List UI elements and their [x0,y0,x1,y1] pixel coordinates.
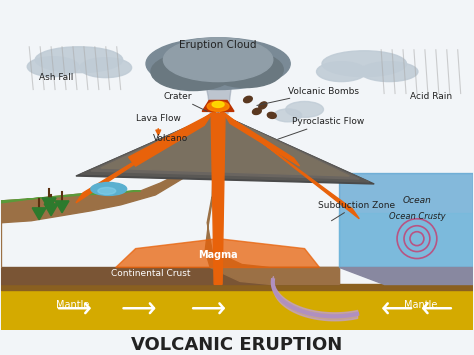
Text: Lava Flow: Lava Flow [136,114,181,135]
Ellipse shape [259,102,267,109]
Polygon shape [91,113,359,179]
Polygon shape [42,198,56,210]
Ellipse shape [91,182,127,195]
Polygon shape [1,267,339,284]
Text: Mantle: Mantle [404,300,438,310]
Polygon shape [81,113,369,182]
Polygon shape [76,113,374,184]
Polygon shape [339,267,473,284]
Polygon shape [128,111,216,166]
Ellipse shape [267,112,276,119]
Text: Pyroclastic Flow: Pyroclastic Flow [278,118,364,139]
Ellipse shape [207,102,229,111]
Ellipse shape [178,41,238,71]
Text: Subduction Zone: Subduction Zone [318,201,395,221]
Ellipse shape [274,109,301,122]
Bar [339,213,473,267]
Text: Ash Fall: Ash Fall [39,72,73,82]
Ellipse shape [146,38,290,89]
Polygon shape [203,64,232,113]
Ellipse shape [253,108,261,115]
Text: VOLCANIC ERUPTION: VOLCANIC ERUPTION [131,336,343,354]
Polygon shape [202,100,234,111]
Polygon shape [211,113,225,284]
Polygon shape [116,239,319,267]
Ellipse shape [27,57,79,77]
Text: Eruption Cloud: Eruption Cloud [179,40,257,50]
Ellipse shape [360,62,418,82]
Ellipse shape [151,53,236,91]
Polygon shape [101,113,349,176]
Text: Magma: Magma [198,250,238,260]
Bar [339,173,473,267]
Ellipse shape [35,47,123,73]
Polygon shape [220,111,300,166]
Polygon shape [32,208,46,220]
Ellipse shape [209,52,283,88]
Ellipse shape [286,102,323,118]
Polygon shape [218,110,359,219]
Text: Ocean: Ocean [402,196,431,205]
Ellipse shape [317,62,366,82]
Text: Acid Rain: Acid Rain [410,92,452,102]
Ellipse shape [212,102,224,108]
Bar [1,285,473,330]
Ellipse shape [80,58,132,78]
Polygon shape [44,204,58,216]
Ellipse shape [98,187,116,195]
Polygon shape [76,110,218,203]
Text: Crater: Crater [164,92,207,111]
Text: Volcanic Bombs: Volcanic Bombs [257,87,359,105]
Bar [1,284,473,290]
Text: Continental Crust: Continental Crust [111,269,190,278]
Text: Mantle: Mantle [56,300,90,310]
Ellipse shape [164,38,273,82]
Text: Ocean Crusty: Ocean Crusty [389,212,445,221]
Text: Volcano: Volcano [153,134,188,143]
Polygon shape [1,191,141,203]
Ellipse shape [244,96,252,103]
Ellipse shape [322,51,407,77]
Polygon shape [1,153,339,284]
Polygon shape [55,201,69,213]
